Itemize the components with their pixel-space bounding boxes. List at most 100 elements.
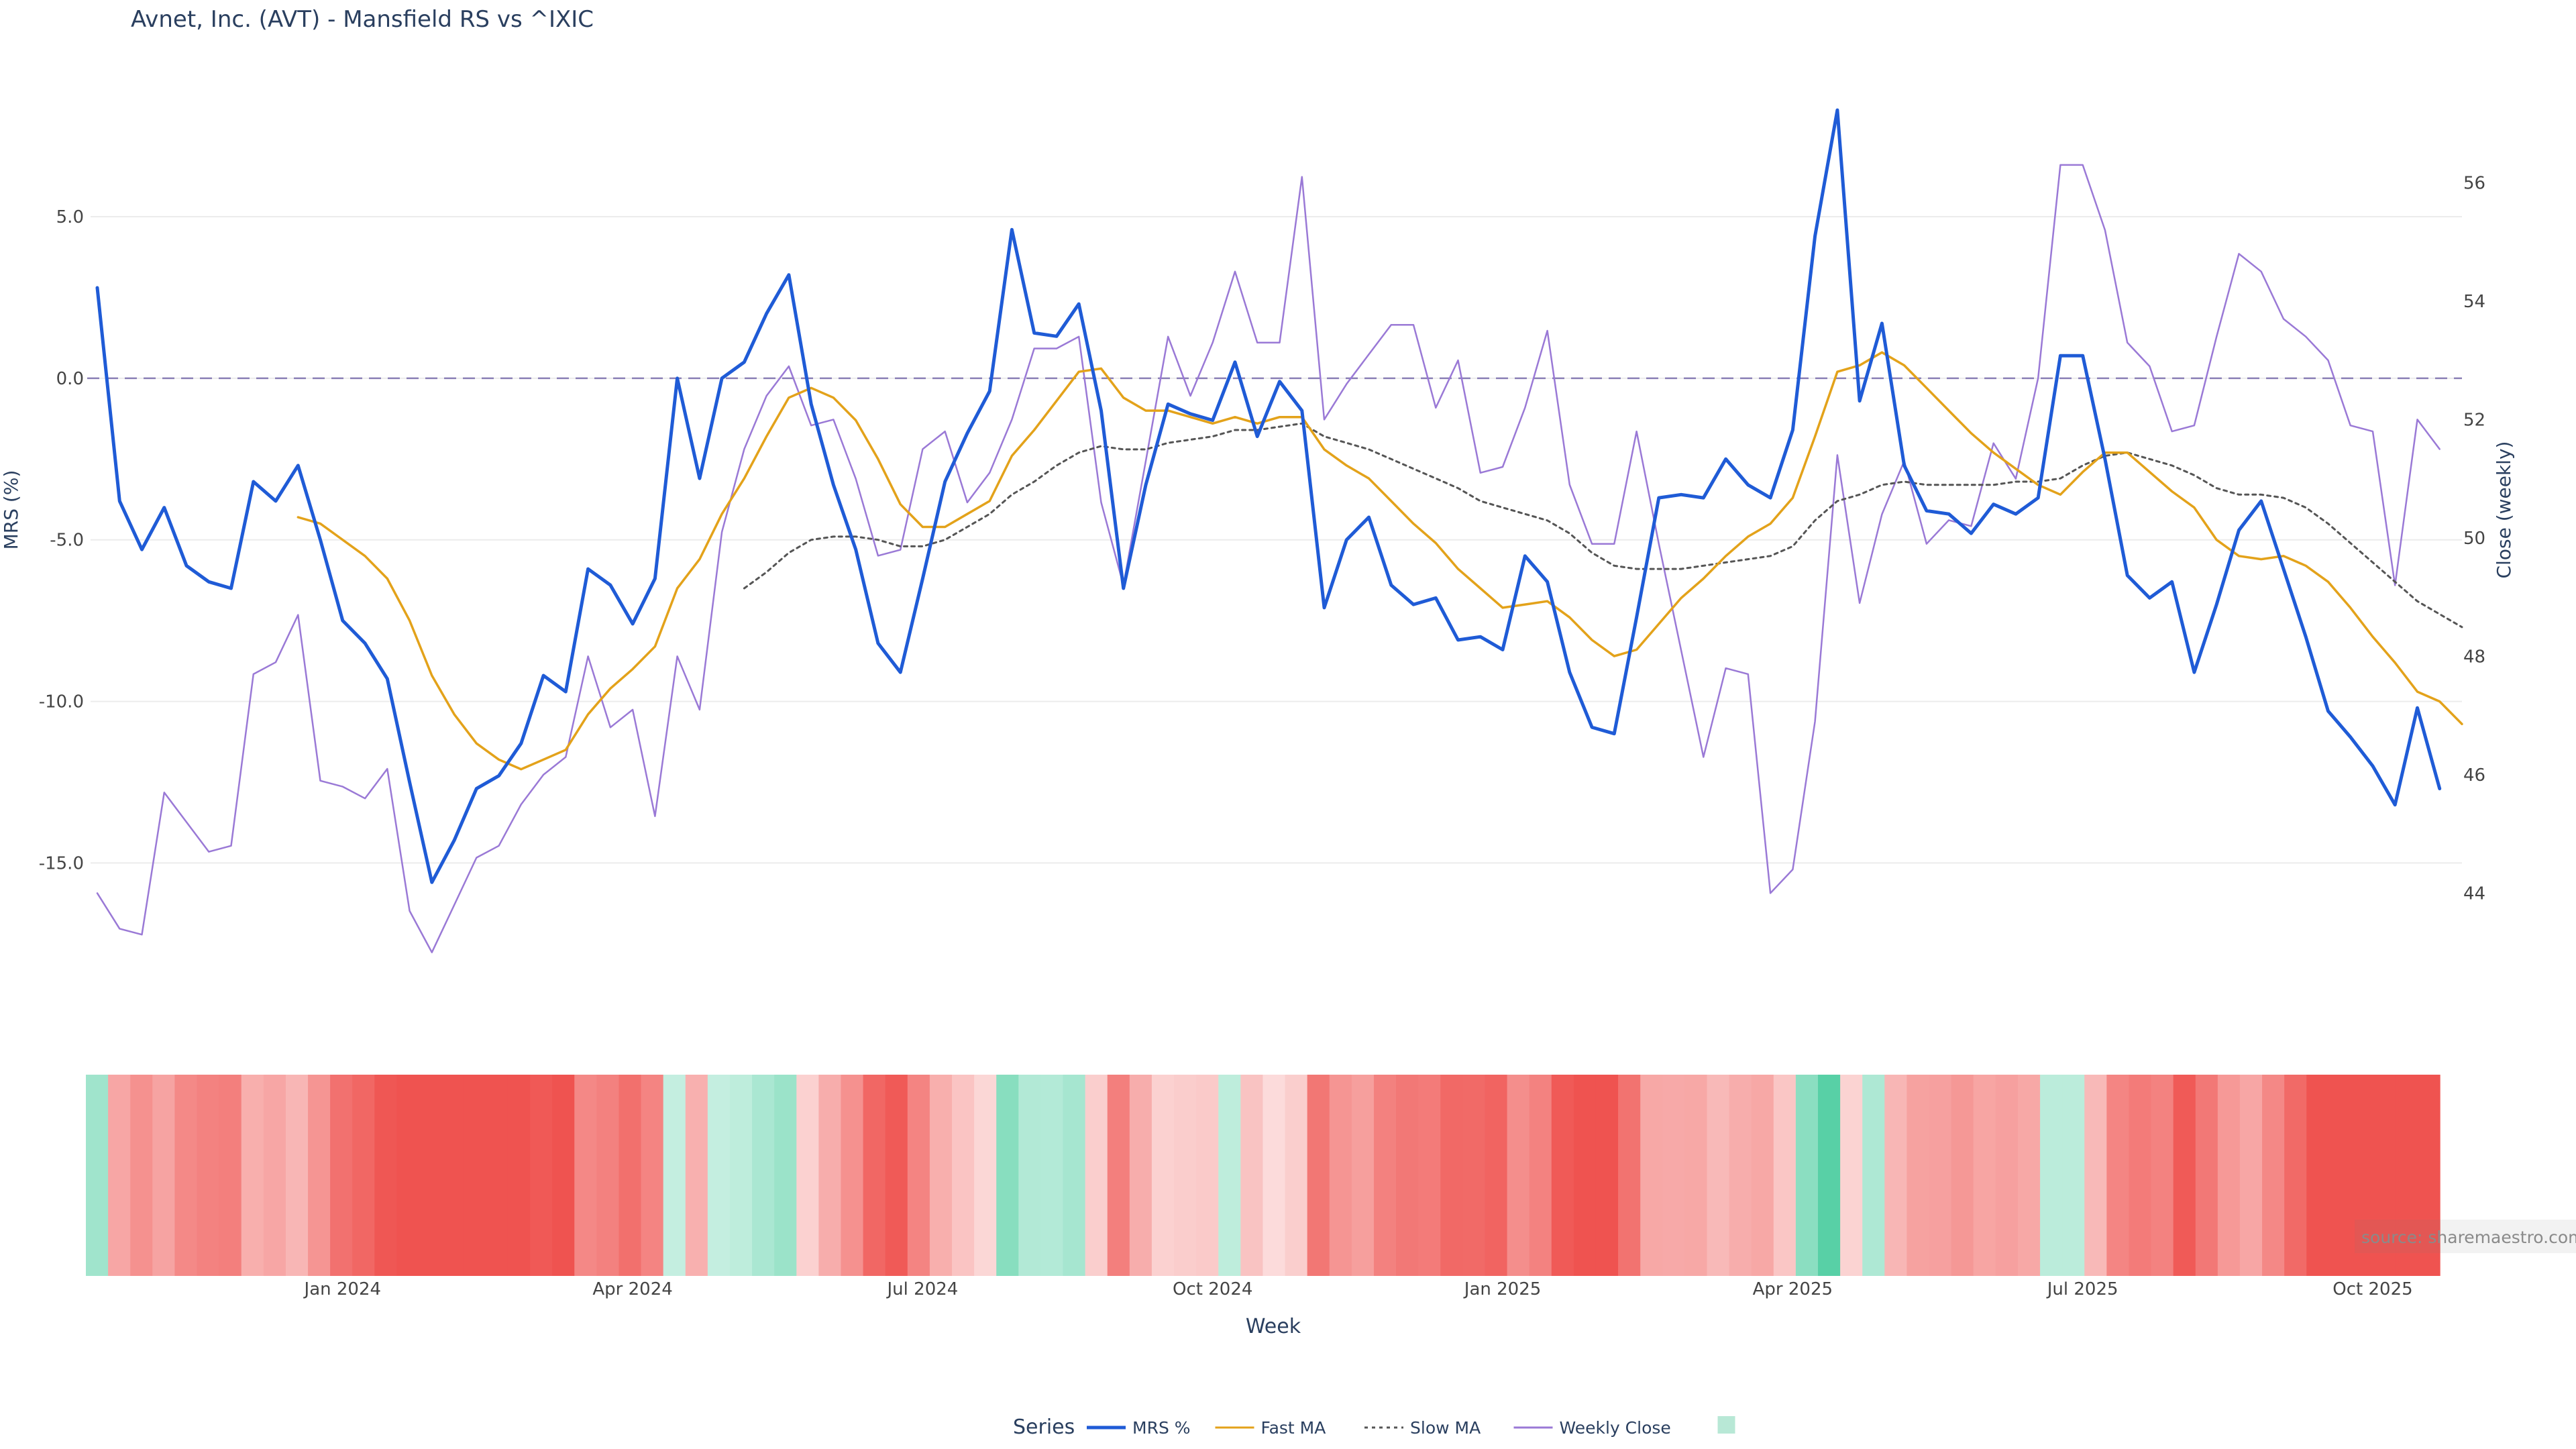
heatmap-cell (2151, 1075, 2174, 1276)
heatmap-cell (1263, 1075, 1286, 1276)
heatmap-cell (1462, 1075, 1486, 1276)
heatmap-cell (1151, 1075, 1175, 1276)
heatmap-cell (885, 1075, 908, 1276)
heatmap-cell (2106, 1075, 2130, 1276)
y-right-tick-label: 48 (2463, 647, 2485, 667)
heatmap-cell (2129, 1075, 2152, 1276)
heatmap-cell (841, 1075, 864, 1276)
watermark-box (2355, 1220, 2576, 1253)
heatmap-cell (1440, 1075, 1464, 1276)
heatmap-cell (1040, 1075, 1064, 1276)
heatmap-cell (2062, 1075, 2086, 1276)
heatmap-cell (574, 1075, 598, 1276)
heatmap-cell (2017, 1075, 2041, 1276)
heatmap-cell (2262, 1075, 2285, 1276)
heatmap-strip (86, 1075, 2440, 1276)
x-tick-label: Jul 2025 (2046, 1279, 2118, 1299)
heatmap-cell (796, 1075, 820, 1276)
heatmap-cell (1640, 1075, 1664, 1276)
heatmap-cell (1595, 1075, 1619, 1276)
heatmap-cell (1329, 1075, 1352, 1276)
heatmap-cell (1773, 1075, 1796, 1276)
x-tick-label: Apr 2025 (1753, 1279, 1833, 1299)
heatmap-cell (1307, 1075, 1330, 1276)
heatmap-cell (752, 1075, 775, 1276)
heatmap-cell (2195, 1075, 2218, 1276)
heatmap-cell (1218, 1075, 1242, 1276)
heatmap-cell (1795, 1075, 1819, 1276)
heatmap-cell (1751, 1075, 1774, 1276)
heatmap-cell (1196, 1075, 1220, 1276)
x-axis-ticks: Jan 2024 Apr 2024 Jul 2024 Oct 2024 Jan 2025… (303, 1279, 2413, 1299)
heatmap-cell (108, 1075, 131, 1276)
heatmap-cell (1907, 1075, 1930, 1276)
heatmap-cell (2173, 1075, 2196, 1276)
heatmap-cell (1929, 1075, 1952, 1276)
heatmap-cell (197, 1075, 220, 1276)
series-layer (95, 108, 2463, 953)
heatmap-cell (1063, 1075, 1086, 1276)
heatmap-cell (1240, 1075, 1264, 1276)
heatmap-cell (1951, 1075, 1974, 1276)
y-right-tick-label: 54 (2463, 292, 2485, 312)
y-right-tick-label: 44 (2463, 883, 2485, 904)
heatmap-cell (2328, 1075, 2352, 1276)
x-tick-label: Jan 2025 (1463, 1279, 1542, 1299)
heatmap-cell (1551, 1075, 1574, 1276)
heatmap-cell (241, 1075, 264, 1276)
heatmap-cell (1840, 1075, 1864, 1276)
heatmap-cell (2373, 1075, 2396, 1276)
watermark: source: sharemaestro.com (2361, 1228, 2576, 1247)
heatmap-cell (130, 1075, 154, 1276)
heatmap-cell (441, 1075, 464, 1276)
heatmap-cell (86, 1075, 109, 1276)
legend: Series MRS % Fast MA Slow MA Weekly Close (1013, 1415, 1735, 1439)
heatmap-cell (1662, 1075, 1686, 1276)
x-tick-label: Jan 2024 (303, 1279, 382, 1299)
heatmap-cell (1396, 1075, 1419, 1276)
y-left-tick-label: -15.0 (39, 853, 84, 873)
heatmap-cell (219, 1075, 242, 1276)
heatmap-cell (2417, 1075, 2440, 1276)
heatmap-cell (1373, 1075, 1397, 1276)
y-right-tick-label: 50 (2463, 529, 2485, 549)
y-left-tick-label: 5.0 (56, 207, 84, 227)
heatmap-cell (396, 1075, 420, 1276)
heatmap-cell (285, 1075, 309, 1276)
legend-label: Weekly Close (1560, 1418, 1671, 1438)
heatmap-cell (1973, 1075, 1996, 1276)
heatmap-cell (1485, 1075, 1508, 1276)
heatmap-cell (929, 1075, 953, 1276)
heatmap-cell (1862, 1075, 1886, 1276)
heatmap-cell (174, 1075, 198, 1276)
heatmap-cell (263, 1075, 286, 1276)
heatmap-cell (996, 1075, 1020, 1276)
heatmap-cell (1174, 1075, 1197, 1276)
legend-heatmap-swatch (1717, 1416, 1735, 1434)
heatmap-cell (352, 1075, 376, 1276)
heatmap-cell (2239, 1075, 2263, 1276)
heatmap-cell (1107, 1075, 1130, 1276)
heatmap-cell (1707, 1075, 1730, 1276)
series-slow-ma-line (743, 422, 2463, 629)
heatmap-cell (530, 1075, 553, 1276)
legend-items: MRS % Fast MA Slow MA Weekly Close (1087, 1416, 1735, 1438)
chart-title: Avnet, Inc. (AVT) - Mansfield RS vs ^IXI… (131, 6, 594, 33)
heatmap-cell (685, 1075, 708, 1276)
heatmap-cell (1507, 1075, 1530, 1276)
heatmap-cell (485, 1075, 508, 1276)
y-right-tick-label: 56 (2463, 173, 2485, 193)
heatmap-cell (596, 1075, 620, 1276)
heatmap-cell (2084, 1075, 2108, 1276)
x-axis-label: Week (1246, 1315, 1301, 1338)
heatmap-cell (2217, 1075, 2241, 1276)
x-tick-label: Apr 2024 (592, 1279, 672, 1299)
heatmap-cell (2306, 1075, 2330, 1276)
heatmap-cell (1818, 1075, 1841, 1276)
heatmap-cell (2351, 1075, 2374, 1276)
left-axis-ticks: 5.0 0.0 -5.0 -10.0 -15.0 (39, 207, 84, 873)
heatmap-cell (552, 1075, 576, 1276)
x-tick-label: Oct 2025 (2332, 1279, 2412, 1299)
heatmap-cell (507, 1075, 531, 1276)
